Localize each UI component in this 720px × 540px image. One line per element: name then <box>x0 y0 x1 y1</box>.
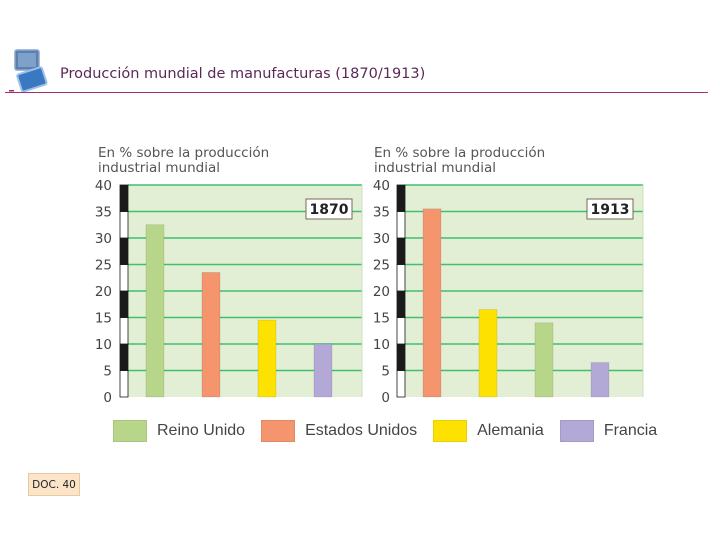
y-tick-label: 15 <box>373 311 390 327</box>
bar-alemania <box>257 319 277 398</box>
legend: Reino Unido Estados Unidos Alemania Francia <box>113 418 673 444</box>
axis-strip-segment <box>396 211 406 239</box>
axis-strip-segment <box>396 317 406 345</box>
legend-label: Estados Unidos <box>305 422 418 439</box>
header-divider <box>5 92 708 93</box>
axis-strip-segment <box>396 184 406 212</box>
year-box <box>305 198 353 220</box>
legend-swatch <box>261 420 296 442</box>
legend-swatch <box>113 420 147 442</box>
y-tick-label: 20 <box>95 284 112 300</box>
y-tick-label: 5 <box>381 364 390 380</box>
bar-francia <box>313 343 333 398</box>
y-tick-label: 35 <box>95 205 112 221</box>
legend-label: Alemania <box>477 422 544 439</box>
y-tick-label: 10 <box>95 337 112 353</box>
y-tick-label: 10 <box>373 337 390 353</box>
y-tick-label: 15 <box>95 311 112 327</box>
bar-francia <box>590 362 610 398</box>
axis-strip-segment <box>119 370 129 398</box>
legend-item: Alemania <box>433 420 544 442</box>
doc-label: DOC. 40 <box>28 473 80 496</box>
bar-alemania <box>478 309 498 398</box>
y-tick-label: 25 <box>373 258 390 274</box>
y-tick-label: 20 <box>373 284 390 300</box>
y-tick-label: 40 <box>95 178 112 194</box>
y-tick-label: 35 <box>373 205 390 221</box>
legend-label: Francia <box>603 422 658 439</box>
axis-strip-segment <box>119 317 129 345</box>
bar-estados-unidos <box>201 272 221 398</box>
y-tick-label: 25 <box>95 258 112 274</box>
axis-strip-segment <box>396 290 406 318</box>
legend-swatch <box>559 420 594 442</box>
presentation-screen-icon <box>8 46 52 98</box>
y-tick-label: 0 <box>381 390 390 406</box>
y-axis-label: industrial mundial <box>374 160 496 176</box>
axis-strip-segment <box>119 184 129 212</box>
axis-strip-segment <box>119 211 129 239</box>
axis-strip-segment <box>119 343 129 371</box>
y-axis-label: En % sobre la producción <box>374 145 545 161</box>
bar-reino-unido <box>145 224 165 398</box>
y-tick-label: 30 <box>373 231 390 247</box>
bar-reino-unido <box>534 322 554 398</box>
legend-item: Francia <box>559 420 658 442</box>
legend-swatch <box>433 420 468 442</box>
axis-strip-segment <box>396 343 406 371</box>
legend-item: Estados Unidos <box>261 420 417 442</box>
chart-title: 1913 <box>591 202 630 218</box>
axis-strip-segment <box>396 370 406 398</box>
axis-strip-segment <box>119 264 129 292</box>
bar-estados-unidos <box>422 208 442 398</box>
y-tick-label: 40 <box>373 178 390 194</box>
axis-strip-segment <box>396 237 406 265</box>
y-axis-label: En % sobre la producción <box>98 145 269 161</box>
axis-strip-segment <box>119 290 129 318</box>
chart-title: 1870 <box>310 202 349 218</box>
y-axis-label: industrial mundial <box>98 160 220 176</box>
year-box <box>586 198 634 220</box>
y-tick-label: 30 <box>95 231 112 247</box>
y-tick-label: 0 <box>103 390 112 406</box>
legend-item: Reino Unido <box>113 420 245 442</box>
y-tick-label: 5 <box>103 364 112 380</box>
axis-strip-segment <box>119 237 129 265</box>
legend-label: Reino Unido <box>157 422 246 439</box>
page-title: Producción mundial de manufacturas (1870… <box>60 66 426 82</box>
axis-strip-segment <box>396 264 406 292</box>
